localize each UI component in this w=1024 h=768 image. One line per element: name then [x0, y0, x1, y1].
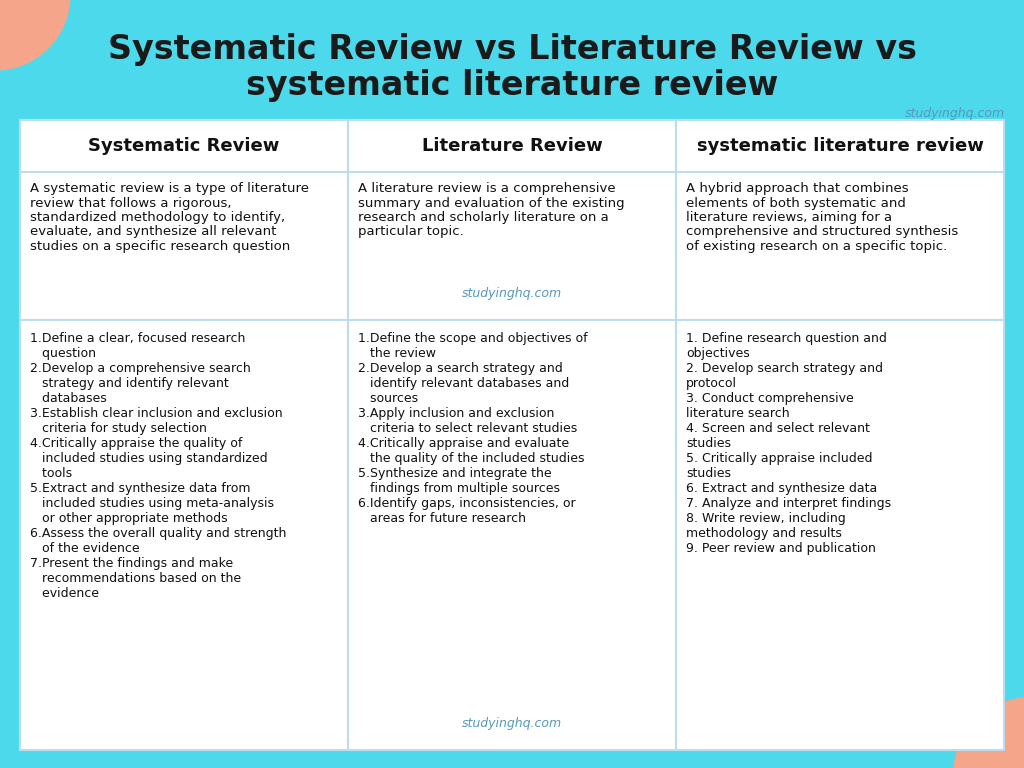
Text: identify relevant databases and: identify relevant databases and [358, 377, 569, 390]
Text: sources: sources [358, 392, 418, 405]
Text: question: question [30, 347, 96, 360]
Text: the review: the review [358, 347, 436, 360]
Text: objectives: objectives [686, 347, 750, 360]
Text: 1.Define the scope and objectives of: 1.Define the scope and objectives of [358, 332, 588, 345]
Text: studies: studies [686, 467, 731, 480]
FancyBboxPatch shape [20, 320, 348, 750]
Text: studies: studies [686, 437, 731, 450]
FancyBboxPatch shape [676, 320, 1004, 750]
Text: studyinghq.com: studyinghq.com [462, 287, 562, 300]
Circle shape [954, 698, 1024, 768]
Text: summary and evaluation of the existing: summary and evaluation of the existing [358, 197, 625, 210]
Text: systematic literature review: systematic literature review [696, 137, 983, 155]
Text: studies on a specific research question: studies on a specific research question [30, 240, 290, 253]
Text: studyinghq.com: studyinghq.com [905, 107, 1005, 120]
Circle shape [0, 0, 70, 70]
Text: A hybrid approach that combines: A hybrid approach that combines [686, 182, 908, 195]
FancyBboxPatch shape [348, 320, 676, 750]
Text: tools: tools [30, 467, 72, 480]
Text: the quality of the included studies: the quality of the included studies [358, 452, 585, 465]
Text: 3.Apply inclusion and exclusion: 3.Apply inclusion and exclusion [358, 407, 554, 420]
Text: strategy and identify relevant: strategy and identify relevant [30, 377, 228, 390]
Text: 3.Establish clear inclusion and exclusion: 3.Establish clear inclusion and exclusio… [30, 407, 283, 420]
Text: findings from multiple sources: findings from multiple sources [358, 482, 560, 495]
Text: studyinghq.com: studyinghq.com [462, 717, 562, 730]
FancyBboxPatch shape [20, 172, 348, 320]
Text: 5.Extract and synthesize data from: 5.Extract and synthesize data from [30, 482, 251, 495]
Text: or other appropriate methods: or other appropriate methods [30, 512, 227, 525]
Text: recommendations based on the: recommendations based on the [30, 572, 241, 585]
Text: criteria to select relevant studies: criteria to select relevant studies [358, 422, 578, 435]
Text: 8. Write review, including: 8. Write review, including [686, 512, 846, 525]
Text: comprehensive and structured synthesis: comprehensive and structured synthesis [686, 226, 958, 239]
Text: particular topic.: particular topic. [358, 226, 464, 239]
Text: 7. Analyze and interpret findings: 7. Analyze and interpret findings [686, 497, 891, 510]
Text: 2.Develop a comprehensive search: 2.Develop a comprehensive search [30, 362, 251, 375]
Text: included studies using meta-analysis: included studies using meta-analysis [30, 497, 274, 510]
Text: research and scholarly literature on a: research and scholarly literature on a [358, 211, 608, 224]
Text: 4.Critically appraise the quality of: 4.Critically appraise the quality of [30, 437, 243, 450]
Text: 9. Peer review and publication: 9. Peer review and publication [686, 542, 876, 555]
Text: Systematic Review: Systematic Review [88, 137, 280, 155]
Text: 4. Screen and select relevant: 4. Screen and select relevant [686, 422, 869, 435]
FancyBboxPatch shape [348, 172, 676, 320]
Text: 5.Synthesize and integrate the: 5.Synthesize and integrate the [358, 467, 552, 480]
FancyBboxPatch shape [348, 120, 676, 172]
Text: evidence: evidence [30, 587, 99, 600]
Text: 7.Present the findings and make: 7.Present the findings and make [30, 557, 233, 570]
FancyBboxPatch shape [676, 120, 1004, 172]
Text: 1.Define a clear, focused research: 1.Define a clear, focused research [30, 332, 246, 345]
Text: included studies using standardized: included studies using standardized [30, 452, 267, 465]
Text: Literature Review: Literature Review [422, 137, 602, 155]
Text: elements of both systematic and: elements of both systematic and [686, 197, 906, 210]
Text: 3. Conduct comprehensive: 3. Conduct comprehensive [686, 392, 854, 405]
Text: of the evidence: of the evidence [30, 542, 139, 555]
Text: protocol: protocol [686, 377, 737, 390]
Text: literature search: literature search [686, 407, 790, 420]
Text: criteria for study selection: criteria for study selection [30, 422, 207, 435]
Text: methodology and results: methodology and results [686, 527, 842, 540]
Text: A systematic review is a type of literature: A systematic review is a type of literat… [30, 182, 309, 195]
Text: areas for future research: areas for future research [358, 512, 526, 525]
Text: 6. Extract and synthesize data: 6. Extract and synthesize data [686, 482, 878, 495]
FancyBboxPatch shape [20, 120, 348, 172]
Text: 5. Critically appraise included: 5. Critically appraise included [686, 452, 872, 465]
Text: databases: databases [30, 392, 106, 405]
Text: Systematic Review vs Literature Review vs: Systematic Review vs Literature Review v… [108, 34, 916, 67]
Text: A literature review is a comprehensive: A literature review is a comprehensive [358, 182, 615, 195]
Text: 2.Develop a search strategy and: 2.Develop a search strategy and [358, 362, 563, 375]
Text: of existing research on a specific topic.: of existing research on a specific topic… [686, 240, 947, 253]
Text: 6.Identify gaps, inconsistencies, or: 6.Identify gaps, inconsistencies, or [358, 497, 575, 510]
Text: 1. Define research question and: 1. Define research question and [686, 332, 887, 345]
Text: 6.Assess the overall quality and strength: 6.Assess the overall quality and strengt… [30, 527, 287, 540]
Text: evaluate, and synthesize all relevant: evaluate, and synthesize all relevant [30, 226, 276, 239]
Text: literature reviews, aiming for a: literature reviews, aiming for a [686, 211, 892, 224]
Text: standardized methodology to identify,: standardized methodology to identify, [30, 211, 285, 224]
Text: 2. Develop search strategy and: 2. Develop search strategy and [686, 362, 883, 375]
Text: systematic literature review: systematic literature review [246, 69, 778, 102]
Text: review that follows a rigorous,: review that follows a rigorous, [30, 197, 231, 210]
Text: 4.Critically appraise and evaluate: 4.Critically appraise and evaluate [358, 437, 569, 450]
FancyBboxPatch shape [676, 172, 1004, 320]
